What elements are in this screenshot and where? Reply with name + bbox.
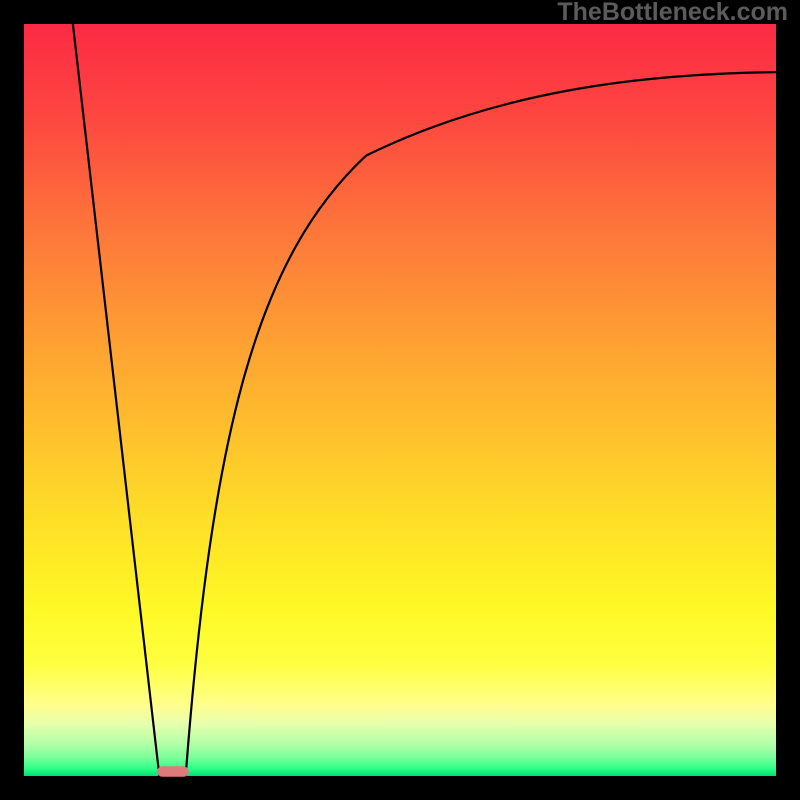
plot-area [24,24,776,776]
optimal-marker [24,24,776,776]
watermark-text: TheBottleneck.com [557,0,788,27]
